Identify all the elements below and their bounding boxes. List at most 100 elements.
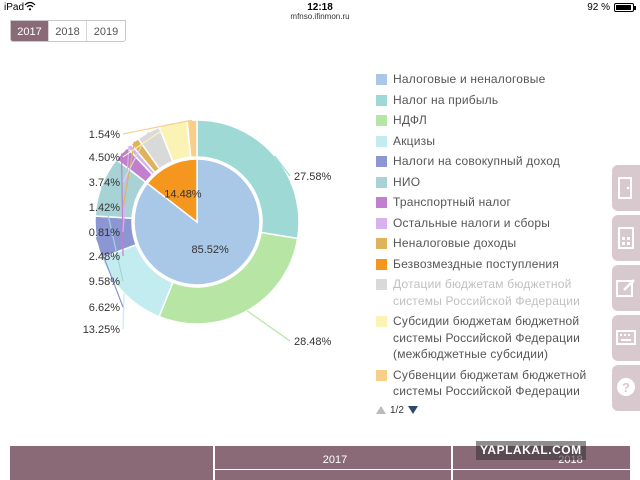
column-year-2017: 2017 bbox=[322, 454, 348, 466]
outer-slice-label: 13.25% bbox=[83, 324, 121, 336]
outer-slice-label: 9.58% bbox=[89, 276, 120, 288]
address-url[interactable]: mfnso.ifinmon.ru bbox=[290, 12, 350, 21]
column-divider bbox=[215, 469, 455, 470]
label-connector bbox=[120, 153, 124, 257]
label-connector bbox=[122, 141, 136, 208]
status-bar: iPad 12:18 92 % mfnso.ifinmon.ru bbox=[0, 0, 640, 21]
label-connector bbox=[122, 132, 149, 183]
outer-slice-label: 4.50% bbox=[89, 152, 120, 164]
clock: 12:18 bbox=[307, 2, 333, 13]
tab-2017[interactable]: 2017 bbox=[11, 21, 49, 41]
label-connector bbox=[122, 293, 125, 330]
calculator-icon bbox=[617, 227, 635, 249]
legend-swatch bbox=[376, 156, 387, 167]
help-icon: ? bbox=[616, 377, 636, 399]
battery-indicator: 92 % bbox=[587, 2, 636, 13]
legend-item[interactable]: Дотации бюджетам бюджетной системы Росси… bbox=[376, 276, 616, 309]
legend-item[interactable]: Налоговые и неналоговые bbox=[376, 71, 616, 88]
column-2017: 2017 bbox=[213, 446, 455, 480]
label-connector bbox=[274, 155, 291, 177]
legend-swatch bbox=[376, 316, 387, 327]
edit-icon bbox=[616, 278, 636, 298]
year-tabs: 2017 2018 2019 bbox=[10, 20, 126, 42]
legend-swatch bbox=[376, 135, 387, 147]
inner-slice-label: 85.52% bbox=[192, 244, 230, 256]
battery-fill bbox=[616, 5, 631, 10]
outer-slice[interactable] bbox=[196, 120, 300, 240]
legend-page-number: 1/2 bbox=[390, 404, 404, 416]
revenue-donut-chart[interactable]: 85.52% 14.48% 27.58% 28.48% 13.25% 6.62% 9.58%… bbox=[0, 120, 370, 360]
label-connector bbox=[122, 122, 174, 158]
tab-2018[interactable]: 2018 bbox=[49, 21, 87, 41]
legend-item[interactable]: Акцизы bbox=[376, 133, 616, 150]
legend-swatch bbox=[376, 369, 387, 381]
legend-swatch bbox=[376, 115, 387, 126]
svg-text:?: ? bbox=[622, 380, 630, 395]
legend-swatch bbox=[376, 94, 387, 106]
label-connector bbox=[100, 185, 124, 282]
legend-label: Налог на прибыль bbox=[393, 92, 499, 107]
legend-item[interactable]: НИО bbox=[376, 174, 616, 191]
legend-label: Неналоговые доходы bbox=[393, 236, 517, 250]
legend-label: Остальные налоги и сборы bbox=[393, 215, 551, 230]
legend-label: НДФЛ bbox=[393, 113, 427, 127]
wifi-icon bbox=[24, 1, 36, 14]
outer-slice-label: 1.42% bbox=[89, 202, 120, 214]
edit-button[interactable] bbox=[612, 265, 640, 311]
legend-label: Акцизы bbox=[393, 133, 436, 148]
label-connector bbox=[122, 120, 193, 135]
outer-slice-label: 3.74% bbox=[89, 177, 120, 189]
legend-swatch bbox=[376, 74, 387, 85]
outer-slice-label: 0.81% bbox=[89, 227, 120, 239]
help-button[interactable]: ? bbox=[612, 365, 640, 411]
legend-item[interactable]: Транспортный налог bbox=[376, 194, 616, 211]
exit-button[interactable] bbox=[612, 165, 640, 211]
legend-item[interactable]: Субсидии бюджетам бюджетной системы Росс… bbox=[376, 313, 616, 363]
calculator-button[interactable] bbox=[612, 215, 640, 261]
legend-label: НИО bbox=[393, 174, 421, 189]
page-down-icon[interactable] bbox=[407, 406, 418, 414]
legend-swatch bbox=[376, 238, 387, 249]
legend-label: Налоговые и неналоговые bbox=[393, 72, 546, 86]
outer-slice-label: 28.48% bbox=[294, 336, 332, 348]
legend-item[interactable]: Неналоговые доходы bbox=[376, 235, 616, 252]
legend-pager: 1/2 bbox=[376, 405, 616, 416]
watermark: YAPLAKAL.COM bbox=[476, 441, 586, 460]
tab-2019[interactable]: 2019 bbox=[93, 26, 119, 38]
legend-label: Субвенции бюджетам бюджетной системы Рос… bbox=[393, 367, 587, 399]
legend-swatch bbox=[376, 197, 387, 208]
legend-swatch bbox=[376, 258, 387, 270]
side-toolbar: ? bbox=[612, 165, 640, 415]
outer-slice-label: 6.62% bbox=[89, 302, 120, 314]
outer-slice-label: 27.58% bbox=[294, 171, 332, 183]
outer-slice-label: 2.48% bbox=[89, 251, 120, 263]
battery-icon bbox=[614, 3, 636, 12]
legend-swatch bbox=[376, 217, 387, 229]
label-connector bbox=[246, 310, 291, 342]
column-divider bbox=[453, 469, 632, 470]
page-up-icon[interactable] bbox=[376, 406, 386, 414]
legend-item[interactable]: Остальные налоги и сборы bbox=[376, 215, 616, 232]
legend-swatch bbox=[376, 279, 387, 290]
legend-label: Безвозмездные поступления bbox=[393, 256, 560, 271]
legend-item[interactable]: Налог на прибыль bbox=[376, 92, 616, 109]
inner-slice[interactable] bbox=[146, 158, 198, 224]
legend-item[interactable]: НДФЛ bbox=[376, 112, 616, 129]
battery-percent: 92 % bbox=[587, 2, 610, 13]
keyboard-icon bbox=[616, 329, 636, 347]
keyboard-button[interactable] bbox=[612, 315, 640, 361]
legend-label: Субсидии бюджетам бюджетной системы Росс… bbox=[393, 314, 581, 361]
device-name: iPad bbox=[4, 2, 25, 13]
chart-legend: Налоговые и неналоговые Налог на прибыль Н… bbox=[376, 71, 616, 416]
legend-item[interactable]: Субвенции бюджетам бюджетной системы Рос… bbox=[376, 367, 616, 400]
door-exit-icon bbox=[617, 177, 635, 199]
legend-item[interactable]: Налоги на совокупный доход bbox=[376, 153, 616, 170]
legend-label: Транспортный налог bbox=[393, 195, 512, 209]
legend-item[interactable]: Безвозмездные поступления bbox=[376, 256, 616, 273]
outer-slice-label: 1.54% bbox=[89, 129, 120, 141]
legend-label: Дотации бюджетам бюджетной системы Росси… bbox=[393, 277, 581, 308]
inner-slice-label: 14.48% bbox=[164, 188, 202, 200]
legend-label: Налоги на совокупный доход bbox=[393, 154, 561, 168]
legend-swatch bbox=[376, 176, 387, 188]
